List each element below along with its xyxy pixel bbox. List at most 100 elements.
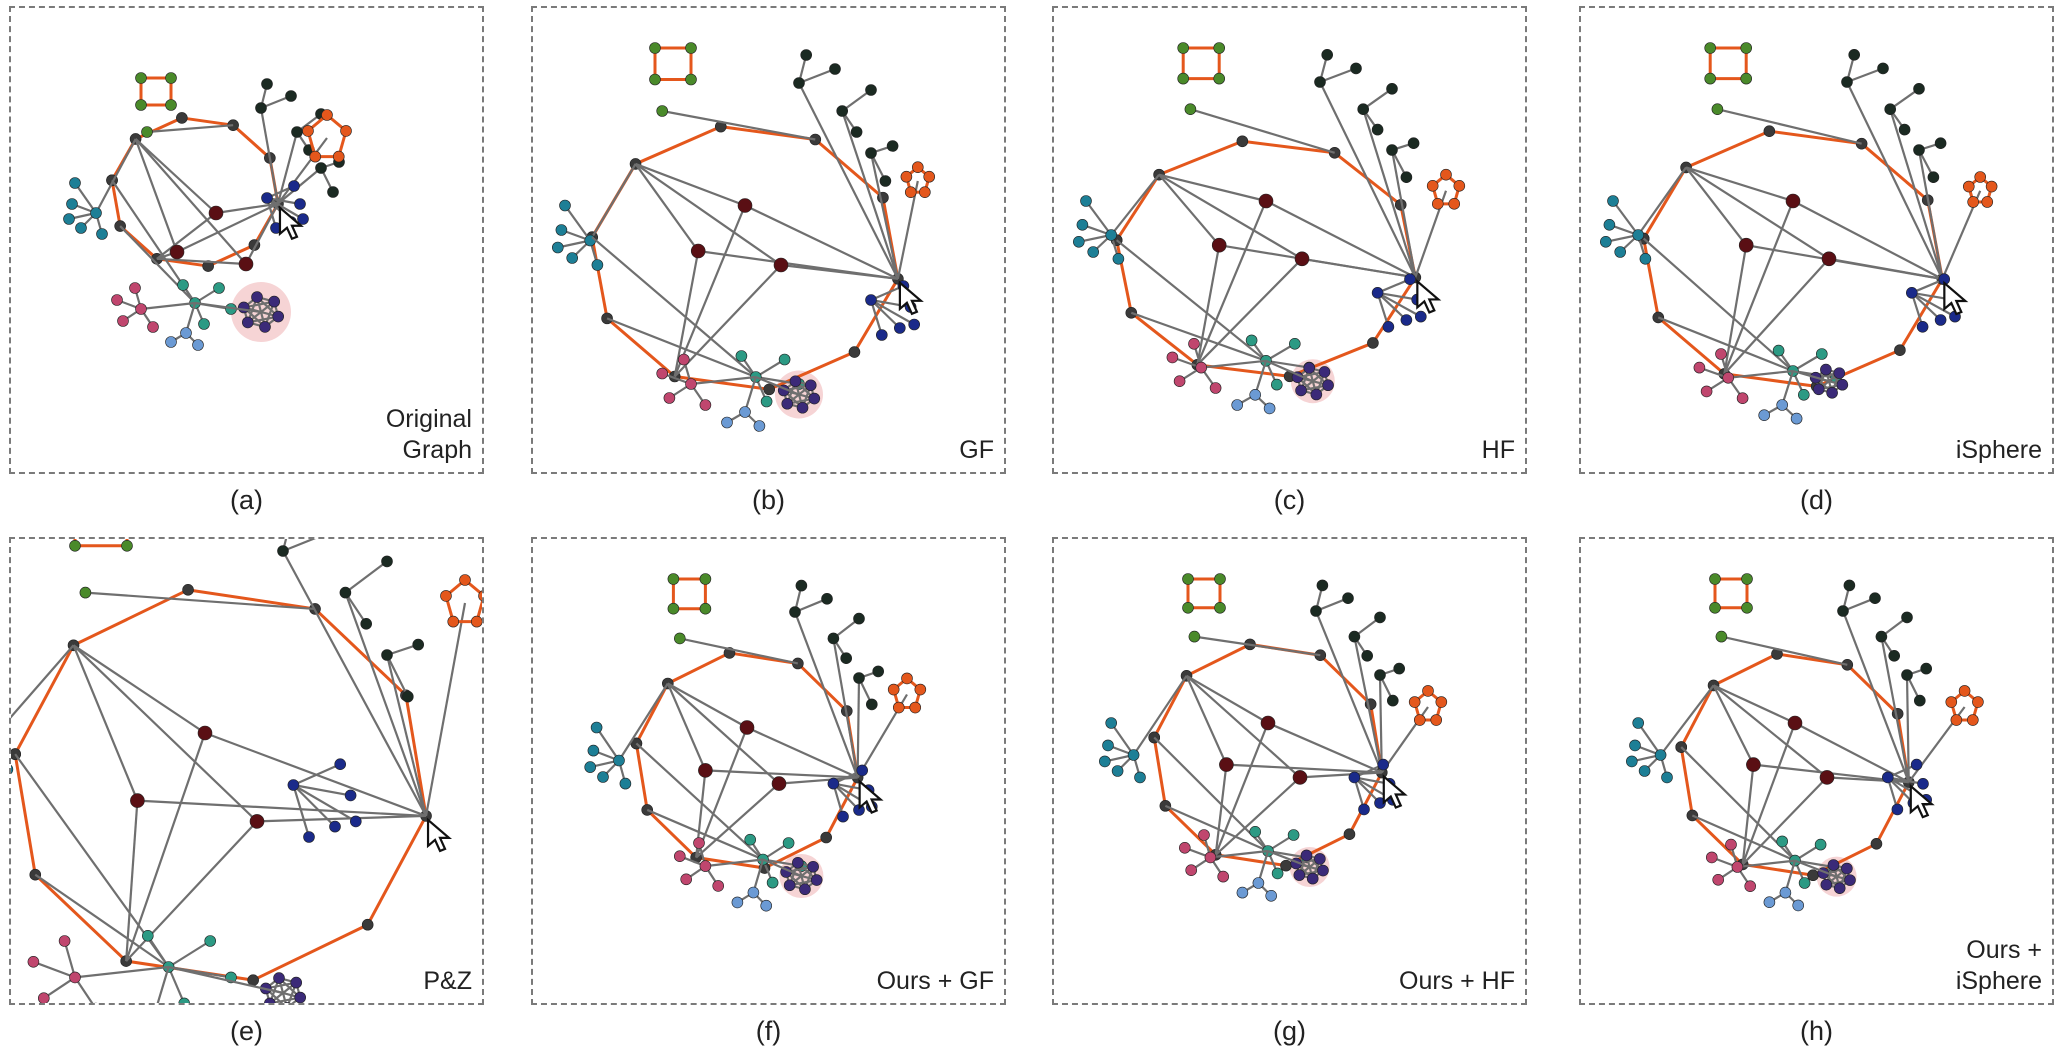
graph-node (908, 318, 921, 331)
graph-edge (1085, 200, 1113, 236)
graph-edge (1110, 722, 1135, 756)
graph-edge (1737, 859, 1796, 869)
graph-node (807, 860, 819, 873)
panel-ours-hf: Ours + HF (1052, 537, 1527, 1005)
graph-node (315, 162, 327, 174)
graph-node (1700, 385, 1713, 398)
graph-edge (292, 784, 311, 838)
graph-edge (1226, 763, 1382, 774)
graph-edge (1794, 859, 1834, 869)
graph-node (117, 315, 129, 327)
graph-node (1166, 351, 1179, 364)
graph-node (75, 222, 87, 234)
graph-canvas (63, 72, 352, 351)
graph-edge (1353, 776, 1381, 804)
graph-edge (1880, 636, 1910, 783)
panel-isphere: iSphere (1579, 6, 2054, 474)
graph-node (1408, 696, 1421, 708)
graph-edge (1267, 849, 1310, 869)
graph-edge (744, 204, 899, 280)
graph-edge (1214, 764, 1228, 855)
graph-node (1652, 311, 1665, 324)
graph-edge (841, 89, 872, 112)
graph-node (1638, 765, 1651, 777)
graph-node (360, 618, 373, 630)
graph-node (799, 883, 811, 896)
graph-node (1639, 253, 1652, 265)
graph-node (1188, 630, 1201, 643)
graph-edge (1214, 776, 1301, 856)
graph-node (361, 918, 374, 931)
graph-edge (1115, 173, 1161, 241)
graph-node (699, 399, 712, 411)
graph-node (1249, 825, 1261, 838)
graph-node (381, 555, 393, 568)
graph-node (1314, 853, 1326, 865)
graph-node (38, 992, 50, 1003)
graph-node (1819, 770, 1835, 785)
graph-node (893, 322, 906, 334)
graph-edge (1377, 291, 1418, 301)
graph-node (1306, 872, 1319, 885)
graph-edge (167, 966, 186, 1003)
graph-node (339, 586, 352, 599)
graph-edge (232, 124, 271, 160)
graph-node (800, 49, 813, 61)
panel-original-graph: Original Graph (9, 6, 484, 474)
graph-edge (1194, 635, 1321, 657)
graph-node (1316, 579, 1329, 592)
graph-node (165, 72, 177, 84)
graph-node (79, 586, 92, 599)
graph-node (96, 228, 108, 240)
graph-node (810, 874, 823, 886)
graph-node (886, 140, 899, 152)
graph-edge (606, 317, 676, 378)
graph-node (865, 84, 877, 96)
graph-edge (1741, 776, 1828, 866)
graph-edge (1152, 675, 1188, 739)
graph-node (1709, 602, 1721, 614)
graph-edge (635, 742, 764, 861)
graph-node (1792, 899, 1804, 912)
graph-node (850, 126, 863, 138)
graph-node (251, 291, 263, 303)
graph-node (1950, 714, 1963, 726)
graph-node (247, 974, 259, 986)
graph-node (1260, 715, 1276, 731)
graph-edge (63, 940, 77, 978)
graph-node (1790, 412, 1803, 425)
graph-node (259, 321, 271, 333)
graph-node (804, 379, 817, 392)
graph-node (1252, 877, 1265, 889)
graph-node (667, 573, 680, 585)
graph-node (763, 383, 776, 396)
graph-node (1706, 851, 1718, 864)
graph-node (1844, 874, 1856, 886)
graph-edge (1254, 360, 1268, 396)
graph-node (1111, 765, 1124, 777)
graph-canvas (584, 573, 927, 912)
graph-edge (564, 204, 592, 242)
graph-edge (140, 301, 196, 311)
graph-node (1632, 229, 1645, 241)
graph-node (1125, 307, 1138, 319)
graph-node (875, 329, 888, 341)
graph-edge (424, 602, 467, 817)
graph-node (329, 820, 341, 833)
graph-node (69, 971, 81, 984)
method-label: HF (1481, 436, 1515, 464)
graph-node (1958, 685, 1971, 697)
graph-node (685, 42, 697, 54)
graph-edge (1905, 674, 1910, 783)
graph-node (440, 590, 452, 602)
graph-node (1414, 310, 1427, 323)
graph-node (1357, 103, 1370, 115)
graph-edge (1712, 684, 1828, 779)
graph-node (771, 776, 787, 791)
graph-edge (646, 808, 698, 859)
graph-node (1905, 286, 1918, 299)
graph-edge (1377, 291, 1422, 318)
graph-edge (1196, 258, 1303, 366)
graph-edge (1152, 737, 1167, 807)
graph-edge (1642, 238, 1660, 318)
